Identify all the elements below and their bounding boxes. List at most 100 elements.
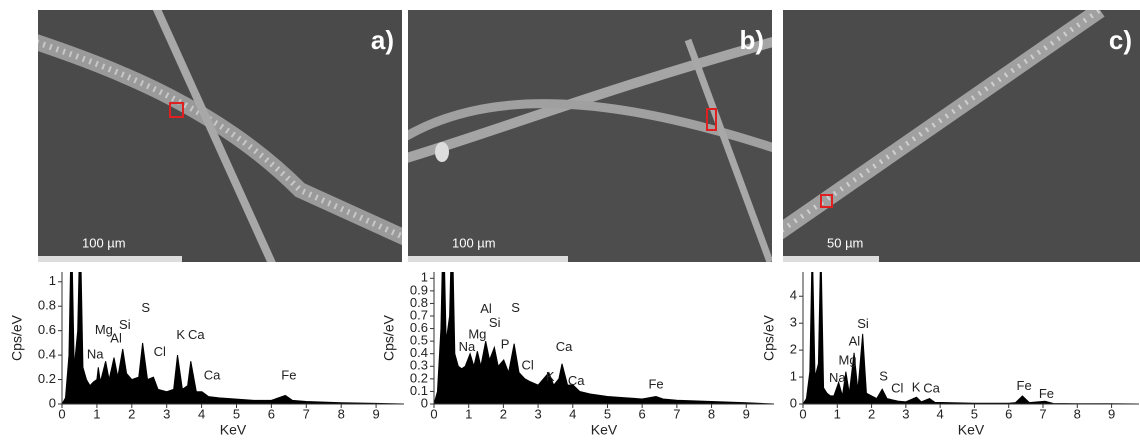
- y-tick-label: 0.8: [38, 298, 56, 313]
- y-tick-label: 0: [49, 395, 56, 410]
- peak-label: Na: [459, 339, 476, 354]
- x-axis-label: KeV: [220, 422, 247, 438]
- peak-label: Si: [119, 317, 131, 332]
- y-tick-label: 0.6: [410, 320, 428, 335]
- x-tick-label: 7: [303, 406, 310, 421]
- peak-label: Si: [857, 316, 869, 331]
- peak-label: Ca: [923, 381, 940, 396]
- y-tick-label: 0.4: [38, 347, 56, 362]
- y-tick-label: 0.2: [410, 370, 428, 385]
- x-tick-label: 8: [708, 406, 715, 421]
- peak-label: Ca: [204, 367, 221, 382]
- peak-label: Cl: [154, 344, 166, 359]
- peak-label: Ca: [188, 327, 205, 342]
- x-tick-label: 0: [799, 406, 806, 421]
- peak-label: Si: [489, 315, 501, 330]
- x-tick-label: 6: [1005, 406, 1012, 421]
- scale-bar-label: 100 µm: [452, 235, 496, 250]
- x-tick-label: 8: [1074, 406, 1081, 421]
- peak-label: Na: [829, 370, 846, 385]
- peak-label: Cl: [891, 381, 903, 396]
- y-tick-label: 0.9: [410, 282, 428, 297]
- x-tick-label: 1: [93, 406, 100, 421]
- y-tick-label: 0.5: [410, 333, 428, 348]
- peak-label: Cl: [522, 358, 534, 373]
- x-tick-label: 4: [937, 406, 944, 421]
- spectrum-area: [803, 272, 1139, 404]
- x-tick-label: 5: [604, 406, 611, 421]
- peak-label: K: [176, 327, 185, 342]
- x-tick-label: 6: [639, 406, 646, 421]
- x-tick-label: 9: [743, 406, 750, 421]
- x-tick-label: 6: [268, 406, 275, 421]
- peak-label: Fe: [648, 377, 663, 392]
- y-tick-label: 0.2: [38, 371, 56, 386]
- peak-label: Fe: [281, 367, 296, 382]
- peak-label: P: [501, 336, 510, 351]
- y-axis-label: Cps/eV: [761, 314, 777, 361]
- x-tick-label: 4: [198, 406, 205, 421]
- spectrum-area: [62, 272, 404, 404]
- y-tick-label: 4: [790, 288, 797, 303]
- sem-image-c: [783, 10, 1140, 262]
- x-tick-label: 5: [971, 406, 978, 421]
- y-tick-label: 0.8: [410, 295, 428, 310]
- y-tick-label: 1: [49, 273, 56, 288]
- y-tick-label: 0: [790, 395, 797, 410]
- peak-label: Fe: [1039, 386, 1054, 401]
- scale-bar-label: 50 µm: [827, 235, 863, 250]
- y-axis-label: Cps/eV: [381, 314, 397, 361]
- y-tick-label: 1: [790, 368, 797, 383]
- y-tick-label: 0.1: [410, 383, 428, 398]
- x-tick-label: 4: [569, 406, 576, 421]
- panel-label: c): [1109, 25, 1132, 55]
- peak-label: Mg: [839, 352, 857, 367]
- x-tick-label: 2: [128, 406, 135, 421]
- x-tick-label: 3: [534, 406, 541, 421]
- y-tick-label: 3: [790, 315, 797, 330]
- sem-image-b: [408, 10, 772, 262]
- x-tick-label: 3: [163, 406, 170, 421]
- panel-label: a): [371, 25, 394, 55]
- y-tick-label: 0.6: [38, 322, 56, 337]
- peak-label: Al: [849, 333, 861, 348]
- y-axis-label: Cps/eV: [9, 314, 25, 361]
- x-tick-label: 7: [1039, 406, 1046, 421]
- x-tick-label: 1: [465, 406, 472, 421]
- sem-image-a: [38, 10, 402, 262]
- x-tick-label: 1: [834, 406, 841, 421]
- x-tick-label: 3: [902, 406, 909, 421]
- y-tick-label: 0.3: [410, 358, 428, 373]
- peak-label: K: [912, 379, 921, 394]
- spectrum-area: [434, 272, 774, 404]
- x-tick-label: 8: [338, 406, 345, 421]
- x-tick-label: 2: [500, 406, 507, 421]
- peak-label: S: [141, 300, 150, 315]
- y-tick-label: 2: [790, 342, 797, 357]
- x-tick-label: 5: [233, 406, 240, 421]
- y-tick-label: 0.4: [410, 345, 428, 360]
- y-tick-label: 0: [421, 395, 428, 410]
- peak-label: K: [546, 369, 555, 384]
- x-tick-label: 9: [372, 406, 379, 421]
- peak-label: S: [511, 300, 520, 315]
- y-tick-label: 1: [421, 270, 428, 285]
- peak-label: Mg: [95, 322, 113, 337]
- peak-label: Fe: [1017, 378, 1032, 393]
- peak-label: S: [879, 368, 888, 383]
- x-tick-label: 0: [58, 406, 65, 421]
- x-tick-label: 0: [430, 406, 437, 421]
- peak-label: Al: [480, 301, 492, 316]
- x-tick-label: 2: [868, 406, 875, 421]
- x-axis-label: KeV: [958, 422, 985, 438]
- x-tick-label: 9: [1108, 406, 1115, 421]
- x-axis-label: KeV: [591, 422, 618, 438]
- peak-label: Al: [110, 331, 122, 346]
- panel-label: b): [739, 25, 764, 55]
- y-tick-label: 0.7: [410, 307, 428, 322]
- peak-label: Na: [87, 347, 104, 362]
- x-tick-label: 7: [673, 406, 680, 421]
- peak-label: Ca: [556, 339, 573, 354]
- peak-label: Ca: [568, 373, 585, 388]
